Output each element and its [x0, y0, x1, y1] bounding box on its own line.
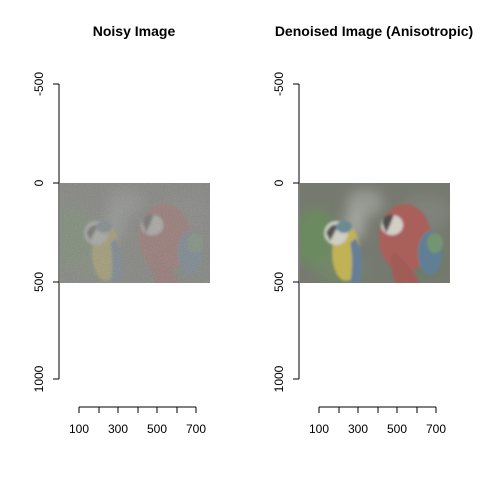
panel-denoised: Denoised Image (Anisotropic) -500 0 500 … — [272, 23, 473, 436]
y-tick-label: 0 — [32, 179, 46, 186]
denoised-image — [300, 183, 450, 283]
y-tick-label: -500 — [32, 72, 46, 96]
y-axis — [53, 83, 60, 380]
x-tick-label: 100 — [309, 422, 329, 436]
y-tick-label: 1000 — [272, 365, 286, 392]
panel-title: Denoised Image (Anisotropic) — [275, 23, 473, 39]
noisy-image — [60, 183, 210, 283]
x-axis — [78, 406, 197, 413]
x-tick-label: 300 — [108, 422, 128, 436]
x-axis — [318, 406, 437, 413]
y-tick-label: 500 — [32, 272, 46, 292]
y-axis — [293, 83, 300, 380]
x-tick-label: 500 — [387, 422, 407, 436]
x-tick-label: 500 — [147, 422, 167, 436]
x-tick-label: 700 — [426, 422, 446, 436]
panel-noisy: Noisy Image -500 0 500 1000 — [32, 23, 210, 436]
x-tick-label: 700 — [186, 422, 206, 436]
x-tick-label: 100 — [69, 422, 89, 436]
y-tick-label: -500 — [272, 72, 286, 96]
x-tick-label: 300 — [348, 422, 368, 436]
panel-title: Noisy Image — [93, 23, 176, 39]
y-tick-label: 1000 — [32, 365, 46, 392]
y-tick-label: 500 — [272, 272, 286, 292]
y-tick-label: 0 — [272, 179, 286, 186]
